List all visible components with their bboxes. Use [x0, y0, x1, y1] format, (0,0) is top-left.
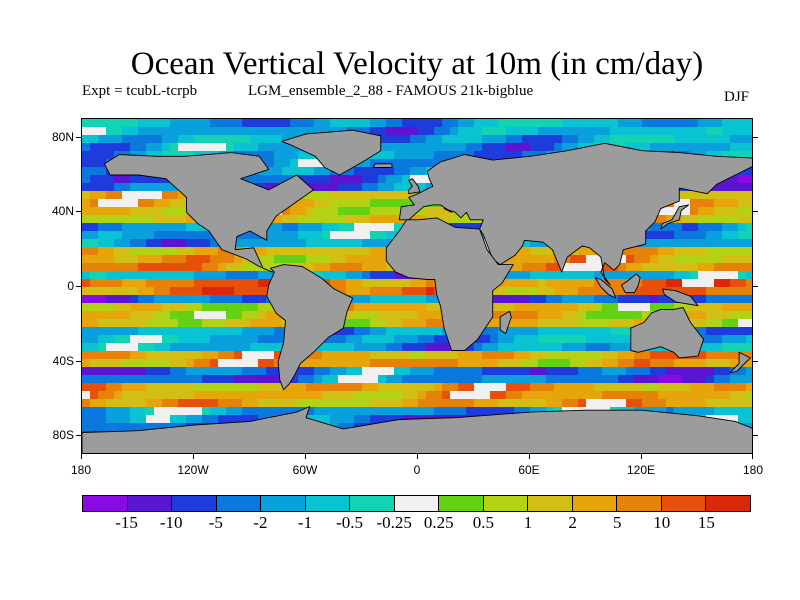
landmass-south-america — [266, 264, 354, 391]
landmass-iceland — [372, 163, 393, 168]
colorbar-box — [305, 496, 351, 511]
landmass-uk — [408, 178, 421, 195]
landmass-borneo — [621, 273, 641, 294]
map-canvas — [82, 119, 752, 453]
colorbar-box — [127, 496, 173, 511]
colorbar-box — [572, 496, 618, 511]
lon-tick-mark — [529, 454, 530, 459]
lat-tick-label: 0 — [67, 279, 74, 293]
lat-tick-label: 80S — [52, 428, 74, 443]
colorbar-box — [261, 496, 306, 511]
lon-tick-label: 180 — [742, 463, 764, 477]
landmass-australia — [630, 307, 705, 359]
colorbar-label: -0.5 — [336, 513, 364, 532]
lat-tick-label: 40S — [52, 353, 74, 368]
colorbar-box — [394, 496, 440, 511]
lat-tick-mark — [76, 360, 81, 362]
lon-tick-mark — [752, 454, 753, 459]
lat-tick-mark — [753, 136, 758, 138]
colorbar-label: -10 — [159, 513, 183, 532]
run-label: LGM_ensemble_2_88 - FAMOUS 21k-bigblue — [248, 83, 534, 99]
landmass-eurasia — [398, 142, 752, 286]
lon-tick-label: 180 — [70, 463, 92, 477]
landmass-north-america — [103, 152, 314, 273]
colorbar-label: 2 — [568, 513, 577, 532]
lon-tick-mark — [417, 454, 418, 459]
lon-tick-label: 60E — [518, 463, 540, 477]
colorbar-label: 15 — [697, 513, 715, 532]
colorbar-box — [216, 496, 262, 511]
lon-tick-mark — [641, 454, 642, 459]
colorbar-box — [483, 496, 529, 511]
colorbar — [82, 495, 751, 512]
colorbar-box — [661, 496, 707, 511]
lat-tick-mark — [76, 211, 81, 213]
land-masses — [82, 129, 752, 453]
landmass-madagascar — [499, 310, 512, 335]
lon-tick-mark — [81, 454, 82, 459]
landmass-sumatra — [594, 277, 617, 299]
colorbar-label: -1 — [297, 513, 313, 532]
landmass-new-guinea — [662, 288, 699, 307]
map-panel — [81, 118, 753, 454]
lon-tick-label: 60W — [292, 463, 318, 477]
experiment-label: Expt = tcubL-tcrpb — [82, 83, 198, 99]
colorbar-label: -0.25 — [376, 513, 412, 532]
colorbar-box — [528, 496, 573, 511]
landmass-new-zealand — [729, 351, 751, 374]
lat-tick-mark — [753, 211, 758, 213]
landmass-africa — [385, 217, 514, 351]
lon-tick-label: 120E — [626, 463, 656, 477]
landmass-antarctica — [82, 406, 752, 453]
colorbar-box — [706, 496, 750, 511]
landmass-greenland — [281, 129, 382, 176]
colorbar-box — [439, 496, 484, 511]
landmass-japan — [660, 204, 690, 230]
lon-tick-mark — [305, 454, 306, 459]
colorbar-label: 0.5 — [472, 513, 495, 532]
colorbar-box — [172, 496, 217, 511]
lon-tick-label: 0 — [413, 463, 421, 477]
colorbar-label: 0.25 — [423, 513, 454, 532]
lat-tick-mark — [76, 286, 81, 287]
lat-tick-mark — [753, 435, 758, 437]
plot-title: Ocean Vertical Velocity at 10m (in cm/da… — [130, 46, 704, 82]
season-label: DJF — [724, 89, 750, 105]
colorbar-box — [617, 496, 662, 511]
lat-tick-mark — [753, 360, 758, 362]
colorbar-box — [83, 496, 128, 511]
colorbar-label: 5 — [612, 513, 622, 532]
colorbar-box — [350, 496, 395, 511]
lon-tick-mark — [193, 454, 194, 459]
lat-tick-label: 40N — [51, 204, 74, 219]
colorbar-label: -2 — [253, 513, 268, 532]
lat-tick-mark — [753, 286, 758, 287]
colorbar-label: -5 — [208, 513, 223, 532]
colorbar-label: 10 — [653, 513, 671, 532]
colorbar-label: 1 — [523, 513, 533, 532]
colorbar-label: -15 — [115, 513, 138, 532]
lat-tick-mark — [76, 435, 81, 437]
lat-tick-label: 80N — [51, 129, 74, 144]
lon-tick-label: 120W — [177, 463, 209, 477]
lat-tick-mark — [76, 136, 81, 138]
